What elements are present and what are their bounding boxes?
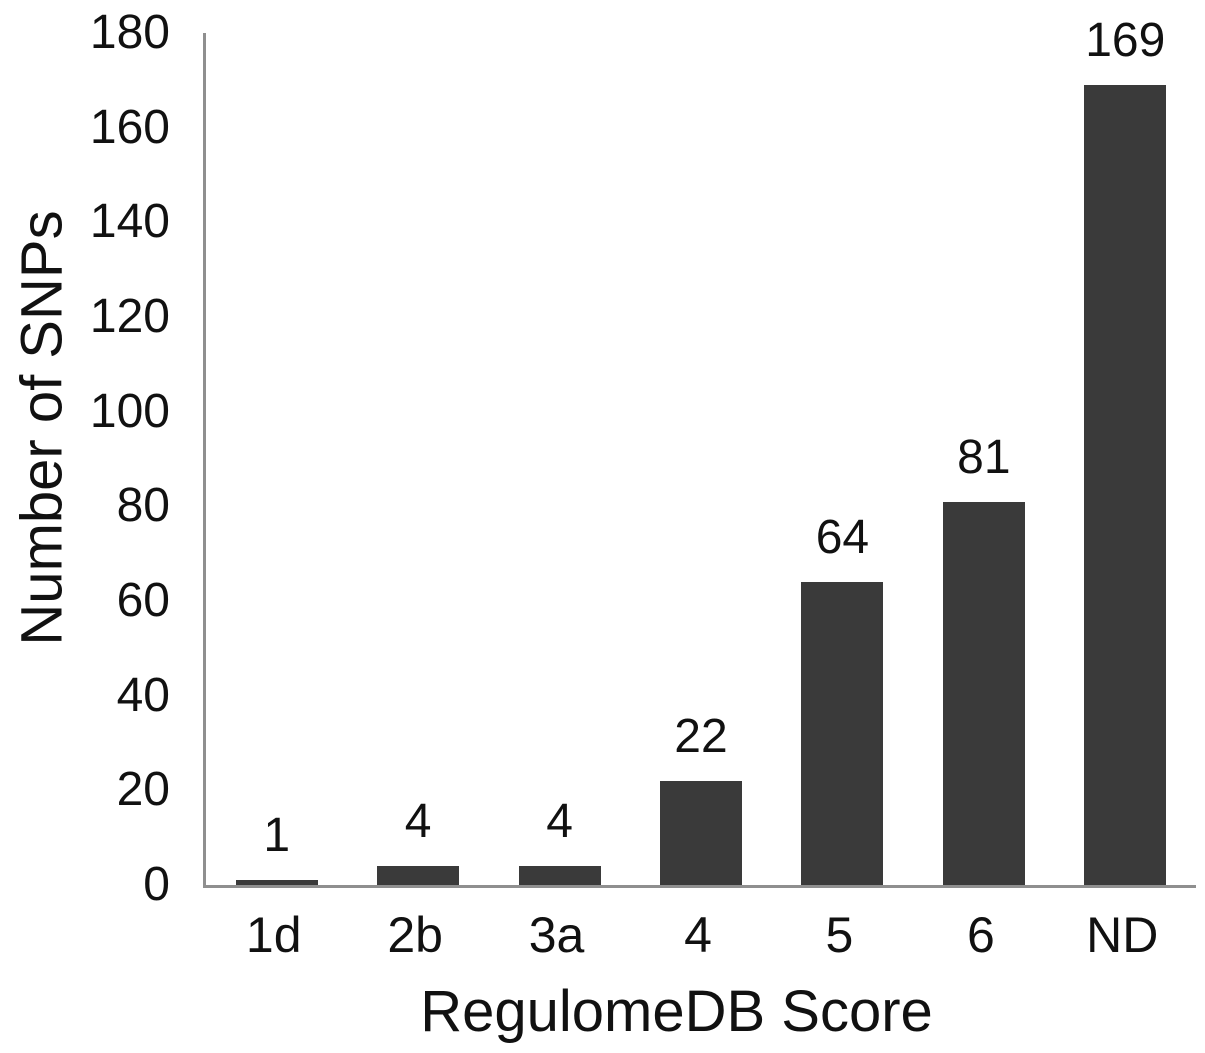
y-tick-label-20: 20	[116, 763, 170, 817]
bar-2b	[377, 866, 460, 885]
bar-value-label-6: 81	[957, 430, 1011, 484]
bar-value-label-3a: 4	[546, 795, 573, 849]
bar-value-label-4: 22	[674, 709, 728, 763]
y-tick-label-120: 120	[89, 290, 170, 343]
y-tick-label-60: 60	[116, 574, 170, 627]
plot-area: 1 4 4 22 64 81 169	[203, 17, 1196, 888]
bar-6	[942, 501, 1025, 885]
bar-value-label-1d: 1	[263, 809, 291, 863]
x-tick-label-5: 5	[825, 907, 854, 963]
y-tick-label-100: 100	[89, 384, 170, 438]
bar-1d	[235, 880, 318, 885]
x-tick-label-6: 6	[966, 907, 995, 963]
x-tick-label-ND: ND	[1086, 907, 1159, 963]
bar-5	[801, 582, 884, 885]
x-tick-label-4: 4	[684, 907, 712, 963]
y-tick-label-80: 80	[116, 479, 170, 533]
bar-value-label-ND: 169	[1085, 14, 1166, 68]
y-tick-label-40: 40	[116, 668, 170, 722]
y-tick-label-140: 140	[89, 195, 170, 249]
x-tick-label-1d: 1d	[245, 907, 302, 963]
x-tick-label-2b: 2b	[387, 907, 443, 963]
bar-4	[660, 780, 742, 885]
x-axis-title: RegulomeDB Score	[420, 979, 933, 1044]
bar-3a	[518, 866, 601, 885]
y-tick-label-160: 160	[89, 100, 170, 154]
bar-value-label-2b: 4	[404, 795, 432, 849]
bar-ND	[1084, 85, 1167, 885]
x-tick-label-3a: 3a	[528, 907, 585, 963]
y-tick-label-0: 0	[143, 858, 170, 911]
bar-value-label-5: 64	[815, 511, 870, 565]
y-tick-label-180: 180	[89, 6, 170, 59]
